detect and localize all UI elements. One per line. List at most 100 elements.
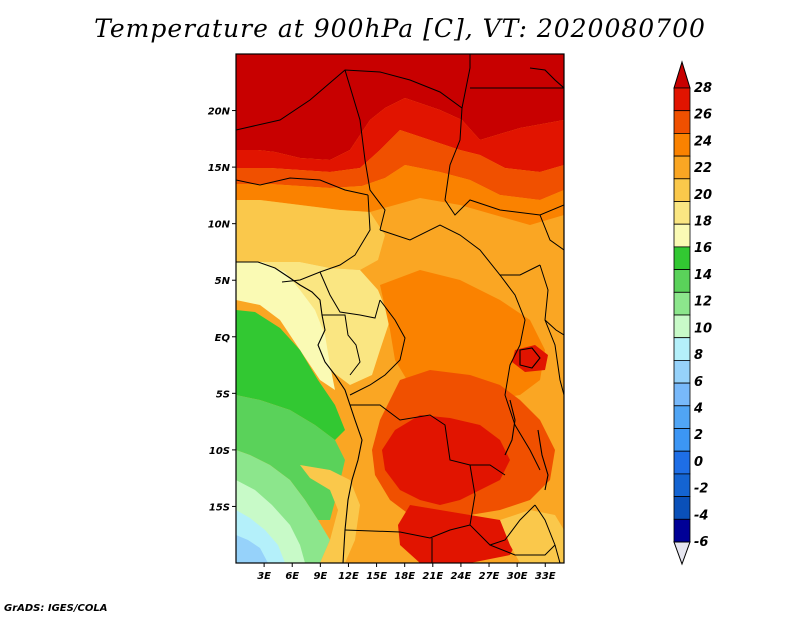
colorbar-segment (673, 337, 691, 361)
contour-4-ocean (236, 535, 268, 563)
lon-tick-label: 9E (313, 571, 327, 582)
axis-ticks: 20N 15N 10N 5N EQ 5S 10S 15S 3E 6E 9E 12E 15E 18E 21E 2… (208, 107, 556, 582)
border-chad-sudan (444, 107, 564, 216)
border-niger-chad (344, 69, 386, 231)
lon-tick-label: 18E (394, 571, 415, 582)
colorbar-segment (673, 155, 691, 180)
colorbar-label: -2 (694, 482, 708, 497)
border-ethiopia (539, 214, 564, 251)
contour-22-central (380, 270, 545, 405)
colorbar-segment (673, 428, 691, 452)
colorbar-segment (673, 246, 691, 270)
border-gabon (322, 314, 361, 376)
lon-tick-label: 6E (285, 571, 299, 582)
colorbar-bottom-arrow (673, 541, 691, 566)
colorbar-segment (673, 359, 691, 384)
lon-tick-label: 12E (338, 571, 359, 582)
colorbar-segment (673, 518, 691, 543)
contour-12-ocean (236, 395, 345, 520)
coastlines (236, 67, 564, 563)
lat-tick-label: 15S (209, 502, 230, 513)
colorbar-label: -6 (694, 535, 708, 550)
colorbar-segment (673, 450, 691, 475)
plot-frame (235, 53, 565, 564)
contour-20-east (500, 510, 564, 563)
lat-tick-label: 15N (208, 163, 231, 174)
colorbar-segment (673, 291, 691, 316)
contour-24-north (236, 130, 564, 200)
colorbar-segment (673, 382, 691, 407)
grads-footer: GrADS: IGES/COLA (4, 603, 108, 614)
contour-28-north (236, 54, 564, 160)
border-mozambique (534, 504, 561, 563)
coastline-lake-malawi (537, 429, 549, 491)
colorbar-segment (673, 405, 691, 429)
colorbar-segment (673, 201, 691, 225)
lat-tick-label: 5N (215, 276, 231, 287)
colorbar-label: -4 (694, 508, 708, 523)
colorbar-label: 10 (694, 321, 712, 336)
colorbar-label: 12 (694, 295, 712, 310)
coastline-red-sea (529, 67, 564, 89)
lon-tick-label: 3E (257, 571, 271, 582)
colorbar-segment (673, 132, 691, 157)
colorbar-label: 6 (694, 375, 703, 390)
border-tanzania (544, 319, 564, 396)
map-title: Temperature at 900hPa [C], VT: 202008070… (94, 14, 706, 43)
temperature-field (236, 54, 564, 563)
colorbar-label: 4 (693, 401, 703, 416)
contour-20-west (236, 200, 385, 270)
border-drc-east (499, 274, 541, 471)
colorbar-segment (673, 223, 691, 248)
contour-26-central (382, 415, 510, 505)
lon-tick-label: 15E (366, 571, 387, 582)
colorbar-label: 16 (694, 241, 712, 256)
coastline-lake-tanganyika (504, 399, 516, 456)
colorbar-segment (673, 110, 691, 134)
colorbar-label: 26 (694, 108, 712, 123)
border-nigeria-north (236, 177, 369, 196)
lon-tick-label: 21E (422, 571, 443, 582)
contour-26-southeast (398, 505, 520, 563)
colorbar-label: 0 (694, 455, 703, 470)
colorbar-label: 28 (694, 81, 712, 96)
colorbar-segment (673, 178, 691, 202)
lat-tick-label: 10S (209, 446, 230, 457)
border-sahel-north (236, 54, 471, 131)
colorbar-label: 24 (694, 134, 712, 149)
colorbar-label: 8 (694, 348, 703, 363)
colorbar-segment (673, 87, 691, 112)
colorbar-segment (673, 496, 691, 520)
border-nigeria-cameroon (281, 194, 371, 283)
lat-tick-label: 5S (216, 389, 230, 400)
border-congo-drc (349, 299, 406, 396)
colorbar-top-arrow (673, 60, 691, 89)
colorbar-segment (673, 269, 691, 293)
country-borders (236, 54, 564, 563)
lat-tick-label: EQ (215, 333, 231, 344)
colorbar-label: 2 (694, 428, 703, 443)
coastline-lake-victoria (519, 347, 541, 369)
colorbar-label: 20 (694, 188, 712, 203)
coastline-west-africa (236, 261, 363, 563)
contour-22-north (236, 165, 564, 225)
lon-tick-label: 27E (479, 571, 500, 582)
colorbar-label: 14 (694, 268, 712, 283)
lon-tick-label: 33E (535, 571, 556, 582)
contour-16-coast (236, 262, 335, 390)
border-zimbabwe (489, 544, 556, 556)
colorbar-label: 22 (694, 161, 712, 176)
lon-tick-label: 30E (507, 571, 528, 582)
contour-26-north (236, 98, 564, 172)
border-angola-namibia (344, 524, 471, 539)
lat-tick-label: 10N (208, 220, 231, 231)
colorbar-segment (673, 473, 691, 497)
lon-tick-label: 24E (451, 571, 472, 582)
colorbar-segment (673, 314, 691, 339)
border-angola-drc (350, 404, 506, 476)
border-cameroon-south (319, 271, 381, 319)
border-car (379, 224, 541, 276)
colorbar-label: 18 (694, 215, 712, 230)
